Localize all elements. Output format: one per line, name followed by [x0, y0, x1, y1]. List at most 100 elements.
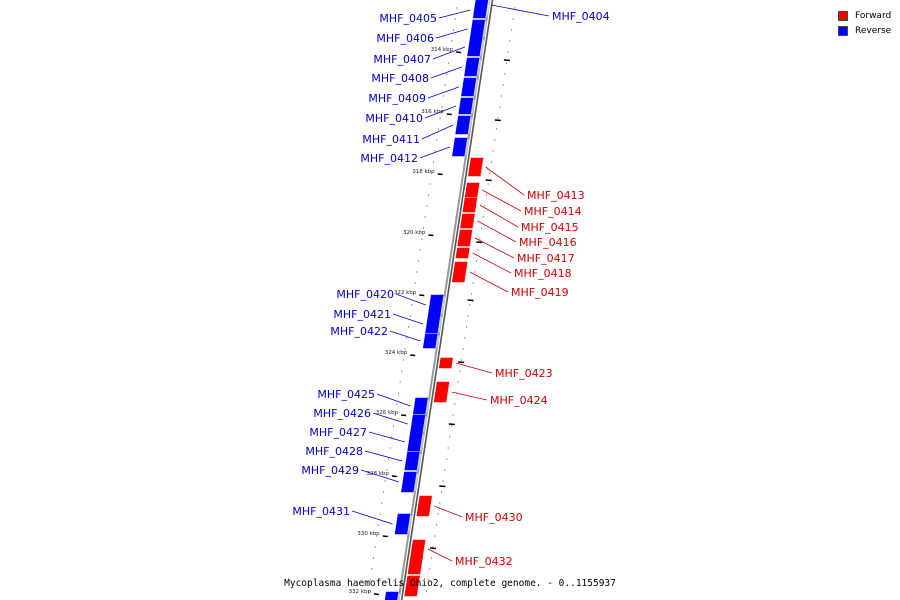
gene-label-MHF_0409: MHF_0409 [368, 92, 426, 105]
guide-dot [442, 480, 444, 482]
guide-dot [416, 271, 418, 273]
gene-MHF_0427 [407, 432, 425, 452]
gene-label-MHF_0417: MHF_0417 [517, 252, 575, 265]
guide-dot [504, 73, 506, 75]
scale-tick-mark [467, 299, 474, 302]
gene-MHF_0416-shade [472, 214, 477, 228]
gene-label-MHF_0429: MHF_0429 [301, 464, 359, 477]
scale-tick-mark [410, 354, 416, 357]
gene-MHF_0414-body [464, 182, 480, 198]
guide-dot [397, 392, 400, 394]
gene-MHF_0425-body [412, 397, 429, 415]
guide-dot [447, 447, 449, 449]
guide-dot [439, 502, 441, 504]
scale-tick-mark [429, 547, 437, 550]
gene-label-MHF_0408: MHF_0408 [371, 72, 429, 85]
gene-label-MHF_0418: MHF_0418 [514, 267, 572, 280]
guide-dot [449, 436, 451, 438]
guide-dot [484, 205, 486, 207]
guide-dot [399, 381, 401, 383]
gene-MHF_0415-shade [474, 198, 480, 212]
gene-MHF_0420 [427, 294, 446, 316]
scale-tick-mark [448, 423, 455, 426]
gene-label-MHF_0410: MHF_0410 [365, 112, 423, 125]
guide-dot [396, 403, 398, 405]
gene-MHF_0410-body [458, 97, 474, 115]
guide-dot [510, 29, 513, 31]
guide-dot [512, 18, 514, 20]
gene-leader-MHF_0407 [432, 46, 466, 60]
scale-tick-mark [373, 593, 380, 596]
guide-dot [472, 282, 474, 284]
gene-MHF_0409 [461, 77, 479, 97]
scale-tick-label: 330 kbp [357, 531, 380, 537]
guide-dot [479, 238, 481, 240]
gene-MHF_0417-shade [469, 230, 475, 246]
legend: Forward Reverse [838, 8, 891, 38]
guide-dot [470, 293, 473, 295]
gene-MHF_0419 [451, 261, 470, 283]
gene-leader-MHF_0417 [474, 237, 515, 259]
gene-label-MHF_0411: MHF_0411 [362, 133, 420, 146]
gene-MHF_0412-shade [464, 138, 470, 156]
outer-dots [367, 7, 516, 592]
guide-dot [480, 227, 483, 229]
guide-dot [402, 359, 405, 361]
gene-leader-MHF_0430 [434, 505, 463, 518]
guide-dot [467, 315, 469, 317]
gene-label-MHF_0406: MHF_0406 [376, 32, 434, 45]
scale-tick-label: 332 kbp [349, 589, 372, 595]
guide-dot [392, 425, 395, 427]
guide-dot [409, 315, 411, 317]
legend-label-reverse: Reverse [855, 25, 892, 36]
gene-leader-MHF_0432 [427, 548, 453, 562]
guide-dot [381, 502, 383, 504]
gene-label-MHF_0422: MHF_0422 [330, 325, 388, 338]
gene-label-MHF_0428: MHF_0428 [305, 445, 363, 458]
gene-MHF_0430-shade [428, 496, 434, 516]
gene-MHF_0406 [469, 19, 487, 39]
gene-leader-MHF_0420 [395, 293, 426, 306]
gene-MHF_0431 [394, 513, 413, 535]
gene-leader-MHF_0424 [451, 391, 488, 401]
guide-dot [505, 62, 508, 64]
guide-dot [422, 227, 425, 229]
gene-label-MHF_0425: MHF_0425 [317, 388, 375, 401]
gene-leader-MHF_0429 [360, 469, 400, 483]
guide-dot [437, 513, 439, 515]
guide-dot [437, 128, 440, 130]
gene-MHF_0424-shade [446, 382, 452, 402]
guide-dot [412, 293, 415, 295]
scale-tick-mark [458, 361, 465, 364]
gene-MHF_0425-shade [425, 398, 430, 414]
guide-dot [387, 458, 390, 460]
guide-dot [485, 194, 488, 196]
gene-label-MHF_0416: MHF_0416 [519, 236, 577, 249]
guide-dot [451, 40, 453, 42]
guide-dot [495, 128, 498, 130]
scale-tick-label: 326 kbp [376, 410, 399, 416]
gene-label-MHF_0414: MHF_0414 [524, 205, 582, 218]
guide-dot [514, 7, 516, 9]
scale-tick-mark [419, 294, 425, 297]
gene-MHF_0405 [472, 1, 490, 19]
guide-dot [431, 172, 433, 174]
gene-MHF_0427-shade [419, 433, 425, 451]
gene-MHF_0430 [416, 495, 434, 517]
gene-MHF_0416-body [460, 213, 475, 229]
guide-dot [454, 18, 456, 20]
gene-MHF_0423-shade [451, 358, 455, 368]
scale-tick-mark [494, 119, 501, 122]
gene-MHF_0432-shade [422, 540, 428, 558]
gene-leader-MHF_0415 [479, 204, 519, 228]
guide-dot [502, 84, 504, 86]
gene-label-MHF_0404: MHF_0404 [552, 10, 610, 23]
guide-dot [456, 7, 458, 9]
guide-dot [465, 326, 468, 328]
gene-label-MHF_0412: MHF_0412 [360, 152, 418, 165]
guide-dot [509, 40, 511, 42]
guide-dot [507, 51, 509, 53]
guide-dot [432, 546, 434, 548]
gene-MHF_0409-shade [473, 78, 479, 96]
